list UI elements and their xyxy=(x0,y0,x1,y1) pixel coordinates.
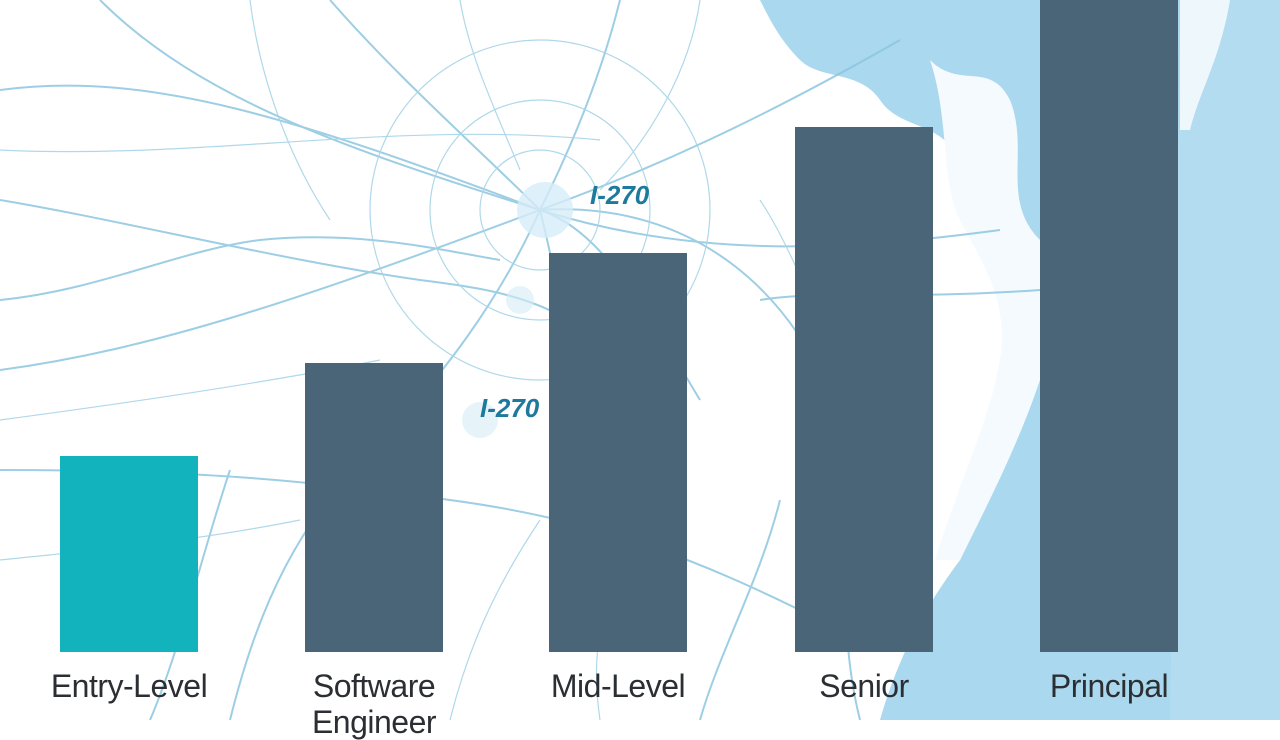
category-label-mid-level: Mid-Level xyxy=(550,668,686,704)
map-label-i270-south: I-270 xyxy=(480,393,540,423)
map-label-i270-north: I-270 xyxy=(590,180,650,210)
bar-senior xyxy=(795,127,933,652)
category-label-senior: Senior xyxy=(819,668,909,704)
bar-principal xyxy=(1040,0,1178,652)
bar-software-engineer xyxy=(305,363,443,652)
bar-entry-level xyxy=(60,456,198,652)
category-label-entry-level: Entry-Level xyxy=(50,668,208,704)
bar-mid-level xyxy=(549,253,687,652)
category-label-principal: Principal xyxy=(1049,668,1169,704)
category-label-software-engineer: Software Engineer xyxy=(311,668,437,740)
